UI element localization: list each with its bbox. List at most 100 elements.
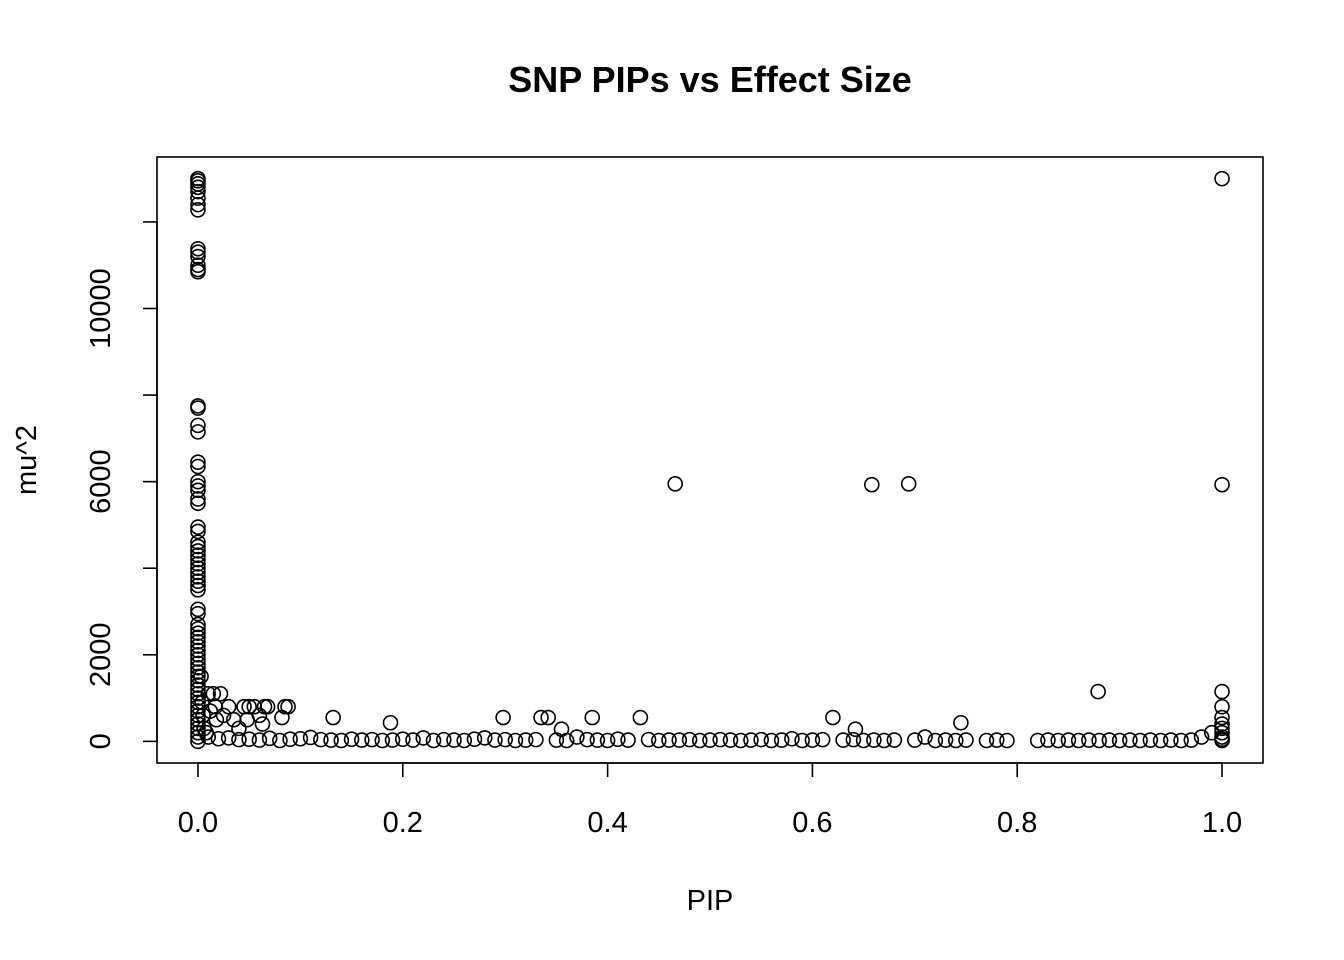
- data-point: [533, 709, 549, 726]
- data-point: [927, 732, 944, 749]
- data-point: [1183, 732, 1200, 748]
- data-point: [212, 685, 229, 702]
- data-point: [190, 582, 206, 598]
- data-point: [323, 732, 339, 748]
- y-tick-label: 6000: [85, 449, 117, 514]
- data-point: [190, 263, 206, 280]
- data-point: [190, 400, 206, 416]
- data-point: [466, 731, 483, 747]
- x-tick-label: 0.6: [792, 807, 832, 839]
- data-point: [280, 698, 296, 715]
- data-point: [732, 732, 749, 749]
- data-point: [190, 551, 206, 568]
- data-point: [476, 730, 493, 746]
- data-point: [958, 732, 974, 748]
- data-point: [691, 732, 708, 749]
- data-point: [855, 732, 872, 749]
- data-point: [1214, 476, 1230, 493]
- data-point: [632, 709, 649, 726]
- data-point: [589, 732, 606, 748]
- data-point: [866, 732, 882, 748]
- data-point: [251, 707, 268, 724]
- data-point: [190, 690, 206, 706]
- data-point: [190, 605, 206, 622]
- x-tick-label: 0.2: [383, 807, 423, 839]
- data-point: [200, 685, 217, 702]
- data-point: [517, 732, 534, 748]
- data-point: [425, 732, 442, 749]
- data-point: [190, 625, 206, 641]
- data-point: [190, 495, 206, 512]
- data-point: [712, 731, 729, 748]
- data-point: [978, 732, 995, 749]
- data-point: [1214, 170, 1230, 187]
- data-point: [661, 732, 677, 748]
- x-axis-label: PIP: [687, 885, 734, 917]
- data-point: [220, 730, 237, 746]
- data-point: [1070, 732, 1087, 749]
- data-point: [384, 732, 401, 748]
- data-point: [190, 621, 206, 637]
- data-point: [210, 730, 227, 747]
- data-point: [1132, 732, 1148, 749]
- data-point: [190, 616, 206, 633]
- data-point: [640, 731, 657, 748]
- data-point: [702, 732, 718, 748]
- data-point: [886, 732, 903, 748]
- data-point: [610, 731, 626, 747]
- data-point: [847, 721, 864, 738]
- data-point: [190, 478, 206, 494]
- data-point: [190, 560, 206, 577]
- y-tick-label: 2000: [85, 623, 117, 688]
- data-point: [1193, 729, 1210, 745]
- data-point: [487, 732, 503, 748]
- data-point: [190, 543, 206, 559]
- data-point: [282, 731, 298, 747]
- data-point: [190, 601, 206, 618]
- data-point: [1214, 732, 1230, 749]
- data-point: [947, 732, 964, 749]
- data-point: [190, 190, 206, 206]
- data-point: [272, 732, 288, 749]
- data-point: [937, 732, 954, 748]
- data-point: [528, 731, 544, 748]
- data-point: [193, 668, 209, 685]
- data-point: [200, 729, 217, 745]
- data-point: [1029, 732, 1046, 749]
- data-point: [1214, 720, 1230, 737]
- data-point: [190, 244, 206, 261]
- data-point: [864, 476, 880, 493]
- data-point: [722, 732, 739, 748]
- data-point: [190, 720, 206, 737]
- data-point: [261, 730, 278, 747]
- x-tick-label: 0.8: [997, 807, 1037, 839]
- data-point: [190, 454, 206, 470]
- data-point: [620, 732, 636, 748]
- data-point: [681, 731, 698, 748]
- data-point: [988, 732, 1005, 748]
- data-point: [435, 731, 452, 748]
- data-point: [190, 547, 206, 564]
- data-point: [190, 248, 206, 265]
- data-point: [190, 179, 206, 196]
- data-point: [190, 633, 206, 650]
- data-point: [190, 638, 206, 654]
- data-point: [507, 732, 524, 749]
- data-point: [569, 729, 585, 745]
- data-point: [446, 732, 462, 748]
- data-point: [190, 458, 206, 475]
- data-point: [190, 257, 206, 274]
- data-point: [190, 685, 206, 702]
- data-point: [1040, 732, 1056, 748]
- data-point: [325, 709, 341, 726]
- data-point: [784, 730, 800, 747]
- data-point: [1163, 732, 1179, 748]
- x-tick-label: 0.4: [587, 807, 627, 839]
- data-point: [1111, 732, 1128, 749]
- data-point: [190, 523, 206, 540]
- data-point: [292, 730, 309, 747]
- data-point: [190, 677, 206, 693]
- data-point: [540, 709, 556, 726]
- data-point: [190, 733, 206, 750]
